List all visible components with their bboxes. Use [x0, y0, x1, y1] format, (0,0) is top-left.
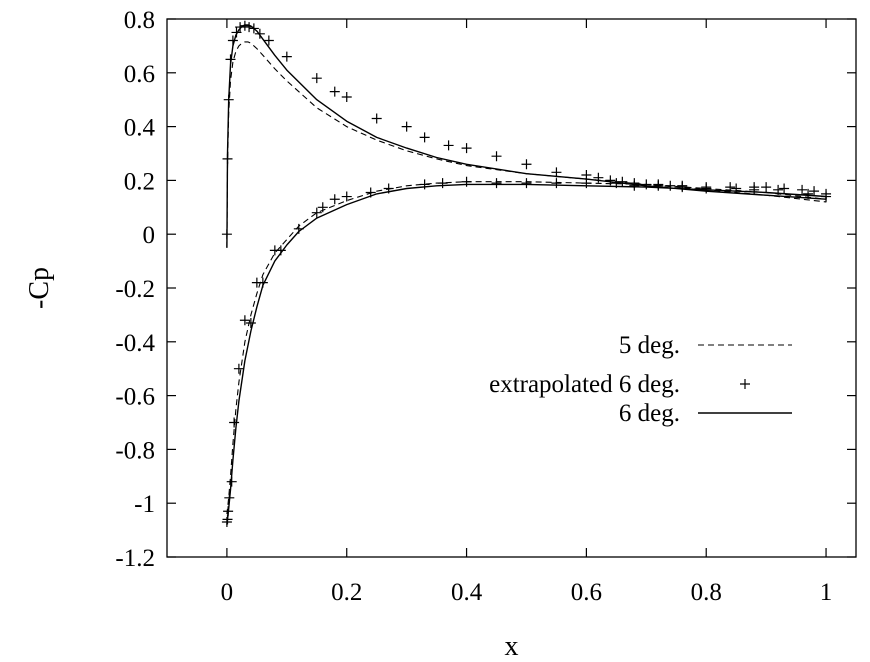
data-point — [779, 183, 790, 194]
data-point — [281, 51, 292, 62]
data-point — [269, 245, 280, 256]
data-point — [521, 159, 532, 170]
y-axis-label: -Cp — [24, 267, 55, 309]
data-point — [229, 417, 240, 428]
y-tick-label: -0.6 — [115, 384, 155, 411]
data-point — [605, 175, 616, 186]
y-tick-label: 0.2 — [124, 168, 155, 195]
plot-frame — [166, 18, 857, 558]
data-point — [761, 182, 772, 193]
data-point — [317, 202, 328, 213]
data-point — [239, 315, 250, 326]
plot-layer — [221, 20, 832, 528]
x-tick-label: 0 — [221, 579, 234, 606]
data-point — [231, 27, 242, 38]
x-tick-label: 0.4 — [451, 579, 483, 606]
y-tick-label: -1 — [134, 491, 155, 518]
data-point — [551, 178, 562, 189]
data-point — [749, 184, 760, 195]
y-tick-label: -1.2 — [115, 545, 155, 572]
data-point — [677, 182, 688, 193]
data-point — [491, 178, 502, 189]
ticks-layer: 0 0.2 0.4 0.6 0.8 1 -1.2 -1 -0.8 -0.6 -0.4 -0.2 0 0.2… — [115, 7, 856, 606]
data-point — [653, 180, 664, 191]
y-tick-label: 0.8 — [124, 7, 155, 34]
data-point — [311, 73, 322, 84]
data-point — [665, 180, 676, 191]
x-tick-label: 1 — [820, 579, 833, 606]
data-point — [235, 22, 246, 33]
data-point — [401, 121, 412, 132]
data-point — [491, 151, 502, 162]
data-point — [521, 178, 532, 189]
data-point — [809, 186, 820, 197]
y-tick-label: -0.4 — [115, 330, 155, 357]
data-point — [419, 179, 430, 190]
data-point — [629, 180, 640, 191]
x-tick-label: 0.8 — [691, 579, 722, 606]
data-point — [311, 207, 322, 218]
series-5deg-line — [226, 41, 827, 515]
data-point — [254, 28, 265, 39]
data-point — [245, 317, 256, 328]
y-tick-label: -0.8 — [115, 437, 155, 464]
y-tick-label: 0.4 — [124, 115, 156, 142]
legend-marker — [740, 379, 750, 389]
data-point — [551, 167, 562, 178]
y-tick-label: 0 — [143, 222, 156, 249]
data-point — [329, 86, 340, 97]
data-point — [233, 363, 244, 374]
data-point — [371, 113, 382, 124]
data-point — [251, 277, 262, 288]
data-point — [329, 194, 340, 205]
data-point — [461, 143, 472, 154]
x-tick-label: 0.6 — [571, 579, 602, 606]
data-point — [617, 176, 628, 187]
data-point — [263, 35, 274, 46]
data-point — [443, 140, 454, 151]
data-point — [419, 132, 430, 143]
y-tick-label: 0.6 — [124, 61, 155, 88]
data-point — [437, 178, 448, 189]
data-point — [803, 188, 814, 199]
series-6deg-line — [226, 24, 827, 525]
legend-label: extrapolated 6 deg. — [489, 371, 680, 398]
data-point — [341, 92, 352, 103]
y-tick-label: -0.2 — [115, 276, 155, 303]
data-point — [341, 191, 352, 202]
x-axis-label: x — [505, 631, 519, 662]
legend-label: 6 deg. — [619, 400, 680, 427]
x-tick-label: 0.2 — [331, 579, 362, 606]
data-point — [797, 184, 808, 195]
legend-label: 5 deg. — [619, 332, 680, 359]
legend: 5 deg. extrapolated 6 deg.6 deg. — [489, 332, 792, 427]
